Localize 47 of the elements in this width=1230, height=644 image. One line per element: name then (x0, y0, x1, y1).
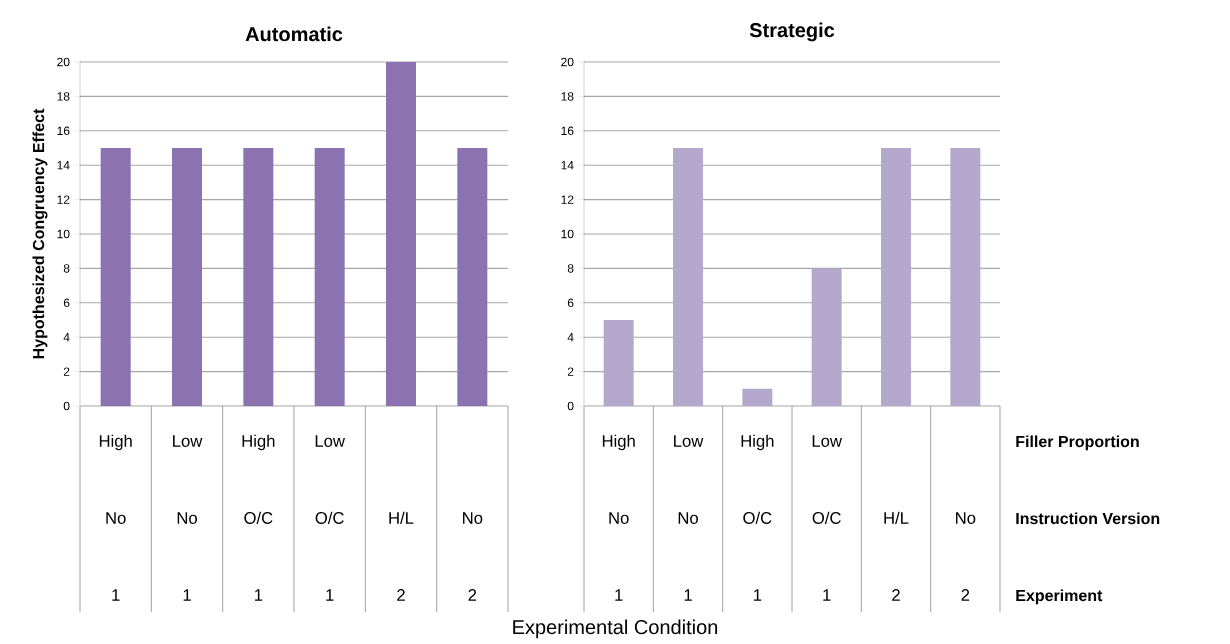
y-axis-title: Hypothesized Congruency Effect (32, 108, 48, 359)
y-tick-label: 20 (57, 57, 70, 67)
x-axis-title: Experimental Condition (513, 619, 718, 639)
y-tick-label: 12 (561, 195, 574, 204)
bar (811, 268, 842, 406)
y-tick-label: 8 (63, 264, 70, 273)
bar (881, 148, 911, 406)
y-tick-label: 16 (561, 126, 574, 136)
category-label: High No 1 (99, 434, 132, 601)
bar (673, 148, 704, 406)
y-tick-label: 4 (567, 333, 574, 342)
chart-title: Strategic (749, 22, 835, 42)
category-label: H/L 2 (884, 511, 909, 601)
y-tick-label: 0 (567, 401, 574, 411)
category-label: H/L 2 (389, 511, 414, 601)
y-tick-label: 14 (561, 161, 574, 170)
y-tick-label: 18 (57, 92, 70, 101)
text: Experiment (1016, 589, 1103, 605)
bar (603, 320, 634, 406)
y-tick-label: 14 (57, 161, 70, 170)
category-label: Low No 1 (674, 435, 704, 601)
y-tick-label: 2 (63, 367, 70, 376)
category-label: High O/C 1 (242, 434, 275, 601)
category-label: High No 1 (602, 434, 635, 601)
y-tick-label: 10 (561, 229, 574, 239)
category-label: No 2 (463, 512, 483, 601)
bar (742, 388, 773, 406)
bar (950, 148, 981, 406)
category-label: No 2 (956, 512, 976, 601)
y-tick-label: 8 (567, 264, 574, 273)
category-label: Low No 1 (173, 435, 203, 601)
y-tick-label: 20 (561, 57, 574, 67)
y-tick-label: 2 (567, 367, 574, 376)
category-label: High O/C 1 (741, 434, 774, 601)
y-tick-label: 10 (57, 229, 70, 239)
y-tick-label: 6 (567, 298, 574, 308)
text: Filler Proportion (1016, 435, 1139, 451)
y-tick-label: 16 (57, 126, 70, 136)
chart-title: Automatic (245, 26, 343, 42)
text: Instruction Version (1016, 512, 1160, 525)
category-label: Low O/C 1 (812, 435, 843, 601)
category-label: Low O/C 1 (315, 435, 345, 601)
y-tick-label: 4 (63, 333, 70, 342)
y-tick-label: 18 (561, 92, 574, 101)
y-tick-label: 6 (63, 298, 70, 308)
y-tick-label: 0 (63, 401, 70, 411)
y-tick-label: 12 (57, 195, 70, 204)
